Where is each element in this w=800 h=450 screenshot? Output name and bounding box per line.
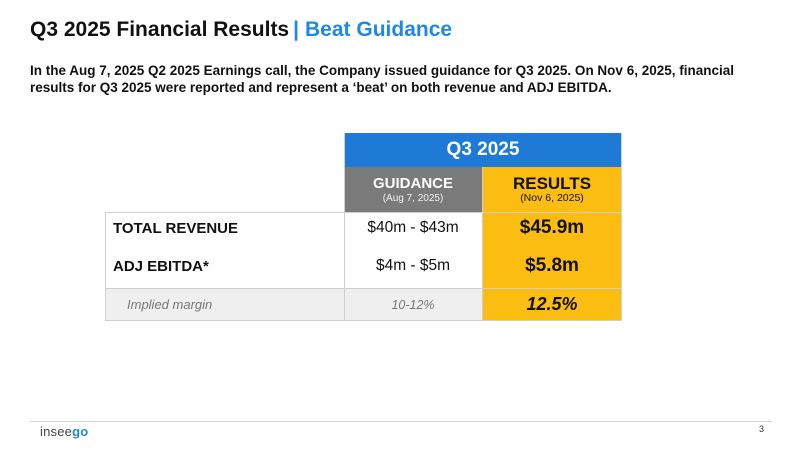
row-label: Implied margin [127,297,213,312]
row-result: 12.5% [482,288,622,321]
row-result: $45.9m [482,212,622,244]
results-header-label: RESULTS [512,173,592,193]
intro-text: In the Aug 7, 2025 Q2 2025 Earnings call… [30,63,734,95]
table-divider-guidance [482,167,483,321]
slide-title: Q3 2025 Financial Results | Beat Guidance [30,18,452,42]
page-number: 3 [759,424,765,434]
table-border-top-guidance [344,212,622,213]
table-row-adj-ebitda: ADJ EBITDA* $4m - $5m $5.8m [105,244,622,288]
row-guidance: $4m - $5m [375,257,451,274]
table-border-top [105,212,344,213]
footer-divider [30,421,772,422]
guidance-header-label: GUIDANCE [372,174,453,192]
period-header: Q3 2025 [344,133,622,167]
table-border-bottom [105,320,622,321]
logo-suffix: go [72,424,89,439]
title-subtitle: Beat Guidance [305,18,453,41]
row-label: TOTAL REVENUE [113,219,239,237]
table-border-right [621,133,622,321]
company-logo: inseego [40,424,88,439]
row-guidance: 10-12% [391,297,435,312]
row-result: $5.8m [482,244,622,288]
title-separator: | [293,18,300,41]
logo-prefix: insee [40,424,73,439]
title-main: Q3 2025 Financial Results [30,18,290,41]
table-divider-label [344,133,345,321]
table-row-total-revenue: TOTAL REVENUE $40m - $43m $45.9m [105,212,622,244]
guidance-header-date: (Aug 7, 2025) [382,192,444,204]
table-border-left [105,212,106,321]
results-header: RESULTS (Nov 6, 2025) [482,167,622,212]
results-header-date: (Nov 6, 2025) [520,191,584,204]
row-label: ADJ EBITDA* [113,257,209,275]
guidance-header: GUIDANCE (Aug 7, 2025) [344,167,482,212]
table-row-implied-margin: Implied margin 10-12% 12.5% [105,288,622,321]
row-guidance: $40m - $43m [367,219,459,236]
table-row-divider [105,288,622,289]
